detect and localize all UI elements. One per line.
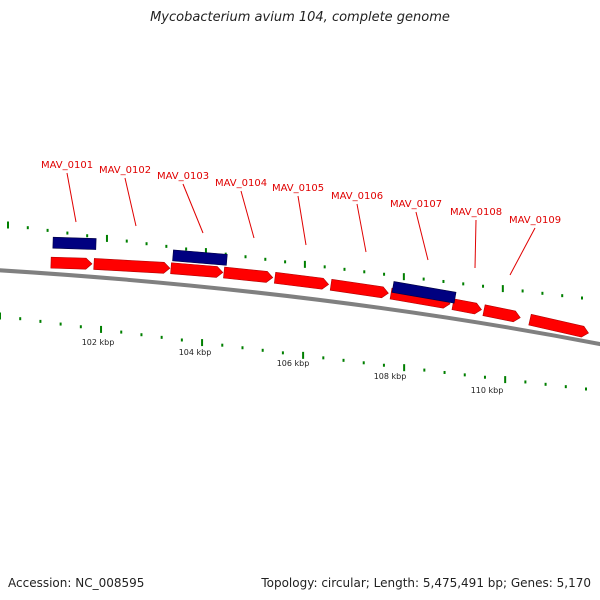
gene-label-leader [297, 195, 307, 246]
gene-arrow-forward [482, 304, 521, 323]
gene-label: MAV_0103 [157, 171, 209, 182]
scale-label: 110 kbp [471, 386, 504, 395]
gene-arrow-forward [50, 256, 93, 270]
gene-label: MAV_0109 [509, 215, 561, 226]
gene-label: MAV_0107 [390, 199, 442, 210]
gene-arrow-forward [451, 298, 482, 315]
genome-stats: TopologycircularLength5,475,491 bpGenes5… [261, 576, 591, 590]
scale-label: 106 kbp [277, 359, 310, 368]
gene-label-leader [66, 172, 77, 223]
genome-backbone [0, 268, 600, 347]
gene-label-leader [182, 183, 204, 234]
gene-label: MAV_0101 [41, 160, 93, 171]
topology-value: circular [321, 576, 373, 590]
gene-arrow-reverse [52, 236, 97, 250]
gene-label-leader [415, 211, 429, 261]
genes-value: 5,170 [556, 576, 591, 590]
scale-labels: 102 kbp 104 kbp 106 kbp 108 kbp 110 kbp [82, 338, 504, 395]
gene-arrow-forward [93, 258, 171, 274]
gene-arrow-forward [170, 262, 224, 278]
gene-label-leader [474, 219, 477, 269]
gene-arrow-forward [528, 313, 589, 338]
length-value: 5,475,491 bp [423, 576, 511, 590]
gene-label: MAV_0108 [450, 207, 502, 218]
gene-arrow-reverse [172, 249, 228, 266]
gene-label-leader [509, 227, 536, 276]
genes-label: Genes [511, 576, 557, 590]
gene-label: MAV_0102 [99, 165, 151, 176]
accession-value: NC_008595 [75, 576, 145, 590]
gene-arrow-forward [329, 278, 389, 299]
topology-label: Topology [261, 576, 321, 590]
scale-label: 102 kbp [82, 338, 115, 347]
gene-label: MAV_0104 [215, 178, 267, 189]
gene-track [50, 236, 589, 338]
length-label: Length [374, 576, 423, 590]
accession-info: AccessionNC_008595 [8, 576, 144, 590]
gene-label: MAV_0105 [272, 183, 324, 194]
gene-arrow-forward [273, 272, 330, 290]
gene-arrow-forward [223, 266, 274, 283]
map-title: Mycobacterium avium 104, complete genome [150, 10, 450, 25]
gene-label-leader [356, 203, 367, 253]
scale-label: 104 kbp [179, 348, 212, 357]
gene-labels: MAV_0101 MAV_0102 MAV_0103 MAV_0104 MAV_0105… [41, 160, 561, 276]
accession-label: Accession [8, 576, 75, 590]
gene-label-leader [240, 190, 255, 239]
gene-label-leader [124, 177, 137, 227]
gene-arrow-reverse [391, 281, 457, 304]
gene-label: MAV_0106 [331, 191, 383, 202]
scale-label: 108 kbp [374, 372, 407, 381]
